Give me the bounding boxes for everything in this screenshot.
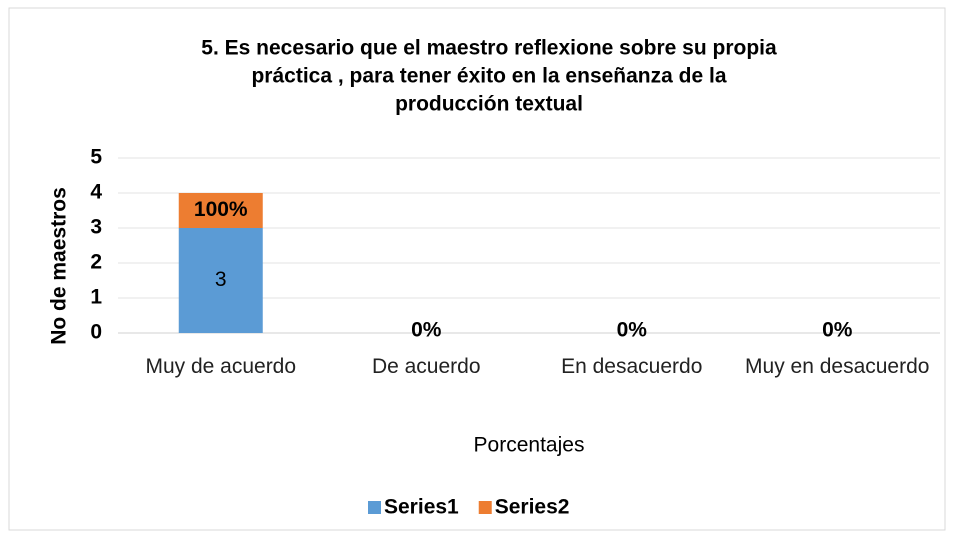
x-tick-label: Muy en desacuerdo [745,355,930,378]
chart-title: 5. Es necesario que el maestro reflexion… [201,37,777,60]
y-tick-label: 5 [90,146,102,169]
y-tick-label: 3 [90,216,102,239]
legend-label: Series2 [495,496,570,519]
y-tick-label: 0 [90,321,102,344]
data-label: 3 [215,268,227,291]
legend-swatch [478,501,492,514]
y-tick-label: 4 [90,181,102,204]
x-tick-label: En desacuerdo [561,355,703,378]
chart-title: práctica , para tener éxito en la enseña… [251,65,726,88]
y-tick-label: 1 [90,286,102,309]
data-label: 100% [194,198,248,221]
legend-label: Series1 [384,496,459,519]
x-axis-title: Porcentajes [474,434,585,457]
data-label: 0% [411,319,442,342]
legend-swatch [368,501,381,514]
chart-title: producción textual [395,93,583,116]
y-axis-title: No de maestros [48,187,71,345]
data-label: 0% [822,319,853,342]
chart-frame [8,7,946,531]
bar-segment [178,193,263,228]
bar-segment [178,228,263,333]
x-tick-label: De acuerdo [371,355,481,378]
data-label: 0% [617,319,648,342]
x-tick-label: Muy de acuerdo [145,355,297,378]
y-tick-label: 2 [90,251,102,274]
